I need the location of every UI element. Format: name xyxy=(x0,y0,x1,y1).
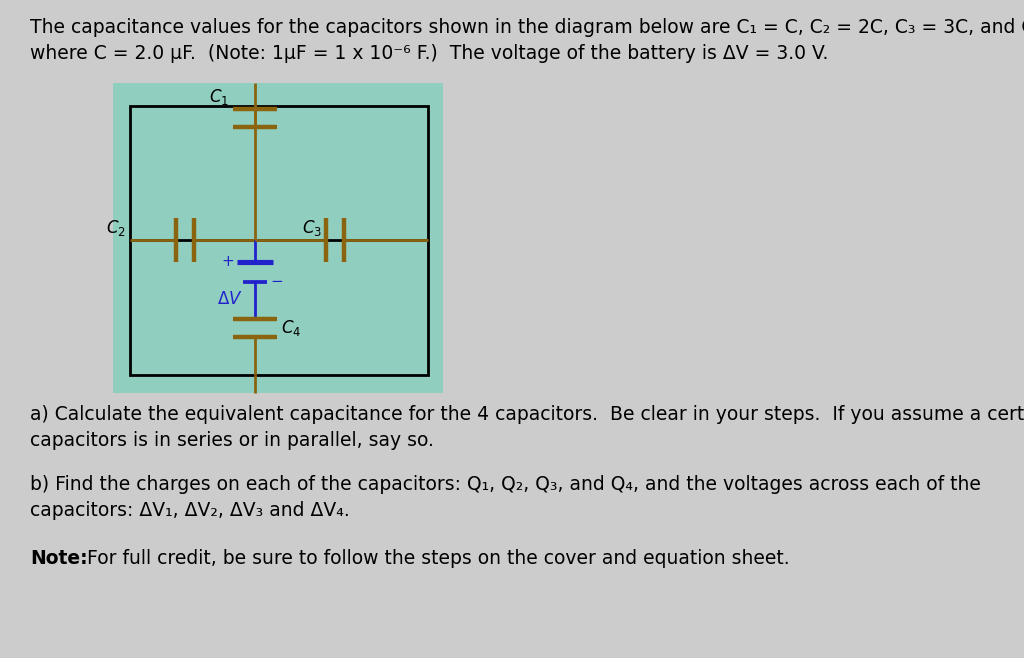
Text: +: + xyxy=(221,255,234,270)
Text: $\Delta V$: $\Delta V$ xyxy=(217,290,243,308)
Text: where C = 2.0 μF.  (Note: 1μF = 1 x 10⁻⁶ F.)  The voltage of the battery is ΔV =: where C = 2.0 μF. (Note: 1μF = 1 x 10⁻⁶ … xyxy=(30,44,828,63)
Text: −: − xyxy=(270,274,283,290)
Text: b) Find the charges on each of the capacitors: Q₁, Q₂, Q₃, and Q₄, and the volta: b) Find the charges on each of the capac… xyxy=(30,475,981,494)
Text: capacitors is in series or in parallel, say so.: capacitors is in series or in parallel, … xyxy=(30,431,434,450)
Text: Note:: Note: xyxy=(30,549,88,568)
Text: $C_1$: $C_1$ xyxy=(209,87,229,107)
Text: The capacitance values for the capacitors shown in the diagram below are C₁ = C,: The capacitance values for the capacitor… xyxy=(30,18,1024,37)
Text: $C_4$: $C_4$ xyxy=(281,318,301,338)
Text: capacitors: ΔV₁, ΔV₂, ΔV₃ and ΔV₄.: capacitors: ΔV₁, ΔV₂, ΔV₃ and ΔV₄. xyxy=(30,501,350,520)
Text: a) Calculate the equivalent capacitance for the 4 capacitors.  Be clear in your : a) Calculate the equivalent capacitance … xyxy=(30,405,1024,424)
Bar xyxy=(113,83,443,393)
Text: $C_2$: $C_2$ xyxy=(106,218,126,238)
Bar xyxy=(130,106,428,375)
Text: $C_3$: $C_3$ xyxy=(302,218,322,238)
Text: For full credit, be sure to follow the steps on the cover and equation sheet.: For full credit, be sure to follow the s… xyxy=(81,549,790,568)
